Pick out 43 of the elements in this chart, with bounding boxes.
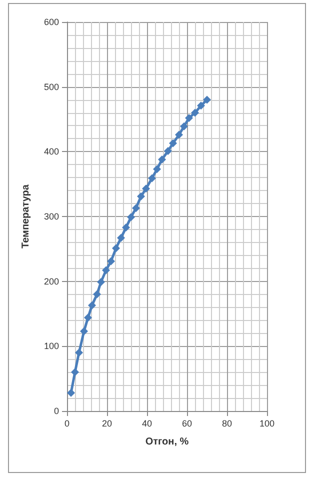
point bbox=[97, 278, 105, 286]
point bbox=[67, 388, 75, 397]
point bbox=[80, 327, 88, 336]
x-tick-label: 40 bbox=[142, 418, 152, 428]
x-tick-label: 60 bbox=[182, 418, 192, 428]
point bbox=[75, 348, 83, 357]
point bbox=[102, 266, 110, 274]
point bbox=[197, 102, 205, 110]
point bbox=[180, 122, 188, 130]
point bbox=[158, 155, 166, 164]
point bbox=[169, 139, 177, 148]
y-tick-label: 0 bbox=[54, 406, 59, 416]
point bbox=[164, 147, 172, 156]
point bbox=[137, 192, 145, 200]
x-axis-title: Отгон, % bbox=[145, 436, 189, 448]
x-tick-label: 80 bbox=[222, 418, 232, 428]
point bbox=[112, 244, 120, 252]
point bbox=[185, 114, 193, 122]
point bbox=[71, 368, 79, 376]
x-tick-label: 20 bbox=[102, 418, 112, 428]
point bbox=[175, 130, 183, 139]
y-tick-label: 500 bbox=[44, 82, 59, 92]
point bbox=[93, 290, 101, 298]
x-tick-label: 0 bbox=[64, 418, 70, 428]
point bbox=[191, 108, 199, 117]
point bbox=[142, 184, 150, 193]
y-tick-label: 300 bbox=[44, 212, 59, 222]
x-tick-label: 100 bbox=[259, 418, 275, 428]
y-axis-title: Температура bbox=[20, 184, 32, 248]
point bbox=[84, 314, 92, 322]
y-tick-label: 600 bbox=[44, 17, 59, 27]
point bbox=[117, 234, 125, 242]
point bbox=[88, 301, 96, 310]
point bbox=[107, 257, 115, 266]
point bbox=[132, 204, 140, 212]
y-tick-label: 100 bbox=[44, 341, 59, 352]
point bbox=[153, 165, 161, 174]
y-tick-label: 400 bbox=[44, 146, 59, 157]
point bbox=[148, 174, 156, 182]
point bbox=[127, 213, 135, 222]
point bbox=[203, 96, 211, 104]
y-tick-label: 200 bbox=[44, 276, 59, 286]
point bbox=[122, 224, 130, 232]
